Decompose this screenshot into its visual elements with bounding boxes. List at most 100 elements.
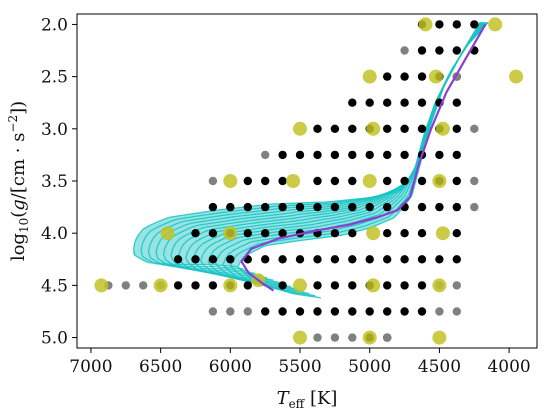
- gray-grid-point: [139, 281, 148, 290]
- black-grid-point: [383, 124, 392, 133]
- black-grid-point: [435, 255, 444, 264]
- black-grid-point: [435, 150, 444, 160]
- x-tick-label: 4000: [487, 357, 530, 377]
- x-tick-label: 6000: [209, 357, 252, 377]
- highlight-point: [293, 121, 307, 136]
- x-tick-label: 7000: [69, 357, 112, 377]
- black-grid-point: [348, 307, 357, 316]
- black-grid-point: [452, 150, 461, 160]
- gray-grid-point: [243, 307, 252, 316]
- black-grid-point: [383, 150, 392, 160]
- black-grid-point: [191, 255, 200, 264]
- black-grid-point: [417, 229, 427, 238]
- black-grid-point: [348, 124, 357, 133]
- y-tick-label: 3.0: [41, 120, 68, 140]
- black-grid-point: [400, 98, 409, 107]
- highlight-point: [488, 17, 503, 32]
- black-grid-point: [295, 202, 305, 212]
- gray-grid-point: [470, 124, 479, 133]
- y-tick-label: 4.0: [41, 224, 68, 244]
- gray-grid-point: [330, 333, 340, 342]
- black-grid-point: [383, 281, 392, 290]
- black-grid-point: [452, 46, 461, 55]
- black-grid-point: [278, 307, 287, 316]
- black-grid-point: [417, 72, 427, 81]
- black-grid-point: [330, 150, 340, 160]
- x-tick-label: 4500: [418, 357, 461, 377]
- black-grid-point: [452, 229, 461, 238]
- black-grid-point: [383, 176, 392, 186]
- black-grid-point: [348, 255, 357, 264]
- black-grid-point: [208, 281, 218, 290]
- highlight-point: [223, 226, 238, 241]
- black-grid-point: [243, 229, 252, 238]
- black-grid-point: [383, 98, 392, 107]
- y-tick-label: 2.0: [41, 15, 68, 35]
- gray-grid-point: [452, 281, 461, 290]
- black-grid-point: [261, 255, 270, 264]
- highlight-point: [418, 17, 433, 32]
- black-grid-point: [278, 150, 287, 160]
- gray-grid-point: [121, 281, 130, 290]
- black-grid-point: [261, 229, 270, 238]
- black-grid-point: [173, 255, 183, 264]
- black-grid-point: [417, 255, 427, 264]
- black-grid-point: [330, 229, 340, 238]
- black-grid-point: [400, 150, 409, 160]
- highlight-point: [293, 330, 307, 345]
- black-grid-point: [365, 150, 374, 160]
- gray-grid-point: [452, 307, 461, 316]
- black-grid-point: [452, 255, 461, 264]
- black-grid-point: [173, 281, 183, 290]
- black-grid-point: [417, 46, 427, 55]
- black-grid-point: [243, 202, 252, 212]
- highlight-point: [435, 121, 450, 136]
- black-grid-point: [400, 281, 409, 290]
- black-grid-point: [417, 98, 427, 107]
- black-grid-point: [348, 229, 357, 238]
- black-grid-point: [452, 124, 461, 133]
- black-grid-point: [313, 150, 322, 160]
- black-grid-point: [348, 150, 357, 160]
- highlight-point: [435, 226, 450, 241]
- highlight-point: [223, 174, 238, 188]
- black-grid-point: [208, 255, 218, 264]
- black-grid-point: [365, 98, 374, 107]
- gray-grid-point: [261, 150, 270, 160]
- black-grid-point: [313, 176, 322, 186]
- grid-points: [94, 17, 524, 345]
- black-grid-point: [452, 20, 461, 29]
- black-grid-point: [278, 229, 287, 238]
- black-grid-point: [313, 124, 322, 133]
- highlight-point: [432, 174, 447, 188]
- black-grid-point: [261, 307, 270, 316]
- y-tick-label: 5.0: [41, 329, 68, 349]
- black-grid-point: [383, 255, 392, 264]
- black-grid-point: [348, 202, 357, 212]
- fan-track-band: [132, 22, 489, 298]
- highlight-point: [509, 69, 524, 84]
- gray-grid-point: [383, 333, 392, 342]
- black-grid-point: [400, 124, 409, 133]
- black-grid-point: [470, 20, 479, 29]
- gray-grid-point: [313, 333, 322, 342]
- gray-grid-point: [470, 202, 479, 212]
- main-evolution-track: [240, 23, 487, 292]
- gray-grid-point: [348, 333, 357, 342]
- black-grid-point: [313, 307, 322, 316]
- highlight-point: [160, 226, 175, 241]
- black-grid-point: [278, 202, 287, 212]
- black-grid-point: [435, 46, 444, 55]
- highlight-point: [362, 174, 377, 188]
- black-grid-point: [313, 281, 322, 290]
- plot-frame: [76, 13, 538, 349]
- fan-track-line: [237, 22, 481, 299]
- black-grid-point: [400, 307, 409, 316]
- black-grid-point: [400, 72, 409, 81]
- highlight-point: [362, 69, 377, 84]
- gray-grid-point: [208, 307, 218, 316]
- gray-grid-point: [470, 176, 479, 186]
- y-tick-label: 3.5: [41, 172, 68, 192]
- highlight-point: [293, 278, 307, 293]
